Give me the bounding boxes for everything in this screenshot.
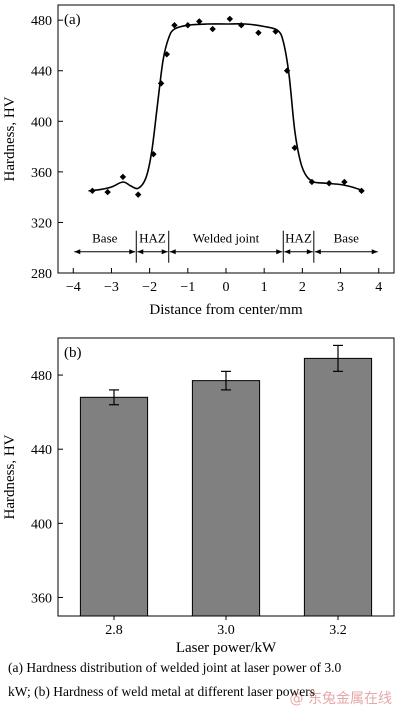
- y-tick-label: 280: [31, 267, 52, 282]
- zone-arrow-head: [169, 249, 176, 255]
- x-tick-label: 0: [223, 280, 230, 295]
- y-tick-label: 360: [31, 166, 52, 181]
- data-point: [238, 22, 245, 29]
- data-point: [226, 15, 234, 23]
- zone-label: Base: [334, 231, 360, 246]
- data-point: [358, 187, 365, 195]
- y-tick-label: 400: [31, 517, 52, 532]
- x-tick-label: 2.8: [105, 623, 123, 638]
- x-tick-label: 3: [337, 280, 344, 295]
- caption-line-1: (a) Hardness distribution of welded join…: [8, 660, 342, 675]
- panel-a-x-axis-label: Distance from center/mm: [149, 302, 303, 318]
- data-point: [163, 51, 171, 58]
- data-point: [308, 178, 316, 186]
- zone-arrow-head: [284, 249, 291, 255]
- y-tick-label: 360: [31, 591, 52, 606]
- panel-a-x-axis: −4 −3 −2 −1 0 1 2 3 4: [66, 268, 382, 295]
- y-tick-label: 480: [31, 369, 52, 384]
- data-point: [157, 80, 165, 87]
- x-tick-label: 3.0: [217, 623, 235, 638]
- data-point: [255, 29, 262, 37]
- panel-a-fit-curve: [88, 22, 364, 192]
- panel-b-weld-metal-hardness: (b) 360 400 440 480 2.8 3.0 3.2 Laser power/k…: [2, 337, 395, 656]
- x-tick-label: 3.2: [329, 623, 347, 638]
- panel-a-zone-annotations: Base HAZ Welded joint HAZ Base: [74, 230, 378, 263]
- data-point: [291, 144, 298, 152]
- zone-label: HAZ: [139, 231, 166, 246]
- data-point: [196, 18, 203, 25]
- zone-arrow-head: [129, 249, 136, 255]
- data-point: [89, 187, 96, 195]
- zone-label: Base: [92, 231, 118, 246]
- panel-a-hardness-distribution: (a) 280 320 360 400 440 480 −4 −3 −2 −1 0 1 2 3 4 Bas…: [2, 4, 395, 318]
- panel-b-bars: [79, 344, 373, 617]
- data-point: [150, 150, 157, 158]
- panel-a-y-axis-label: Hardness, HV: [2, 96, 18, 181]
- panel-b-label: (b): [64, 345, 82, 361]
- data-point: [272, 28, 279, 35]
- figure-caption: (a) Hardness distribution of welded join…: [8, 656, 396, 704]
- panel-b-x-axis: 2.8 3.0 3.2: [105, 616, 347, 638]
- data-point: [134, 191, 142, 198]
- zone-arrow-head: [161, 249, 168, 255]
- panel-a-label: (a): [64, 12, 81, 28]
- panel-a-y-axis: 280 320 360 400 440 480: [31, 14, 63, 282]
- data-point: [104, 188, 111, 196]
- zone-arrow-head: [137, 249, 144, 255]
- data-point: [171, 22, 178, 29]
- data-point: [184, 22, 192, 29]
- data-point: [119, 173, 127, 181]
- zone-arrow-head: [306, 249, 313, 255]
- y-tick-label: 400: [31, 115, 52, 130]
- zone-arrow-head: [276, 249, 283, 255]
- y-tick-label: 480: [31, 14, 52, 29]
- zone-label: HAZ: [285, 231, 312, 246]
- y-tick-label: 320: [31, 216, 52, 231]
- watermark: @ 东兔金属在线: [289, 691, 392, 707]
- zone-arrow-head: [371, 249, 378, 255]
- data-point: [325, 180, 333, 187]
- x-tick-label: −1: [180, 280, 195, 295]
- panel-b-y-axis: 360 400 440 480: [31, 369, 63, 606]
- zone-label: Welded joint: [193, 231, 260, 246]
- bar: [79, 396, 149, 617]
- x-tick-label: −3: [104, 280, 119, 295]
- panel-b-y-axis-label: Hardness, HV: [2, 434, 18, 519]
- x-tick-label: 4: [375, 280, 382, 295]
- data-point: [341, 178, 348, 186]
- data-point: [283, 67, 291, 74]
- caption-line-2: kW; (b) Hardness of weld metal at differ…: [8, 684, 316, 699]
- data-point: [209, 25, 216, 33]
- y-tick-label: 440: [31, 443, 52, 458]
- x-tick-label: −2: [142, 280, 157, 295]
- zone-arrow-head: [74, 249, 81, 255]
- zone-arrow-head: [314, 249, 321, 255]
- y-tick-label: 440: [31, 65, 52, 80]
- panel-b-x-axis-label: Laser power/kW: [176, 640, 277, 656]
- x-tick-label: 1: [261, 280, 268, 295]
- x-tick-label: 2: [299, 280, 306, 295]
- x-tick-label: −4: [66, 280, 81, 295]
- panel-a-data-points: [89, 15, 365, 198]
- bar: [303, 357, 373, 617]
- bar: [191, 380, 261, 617]
